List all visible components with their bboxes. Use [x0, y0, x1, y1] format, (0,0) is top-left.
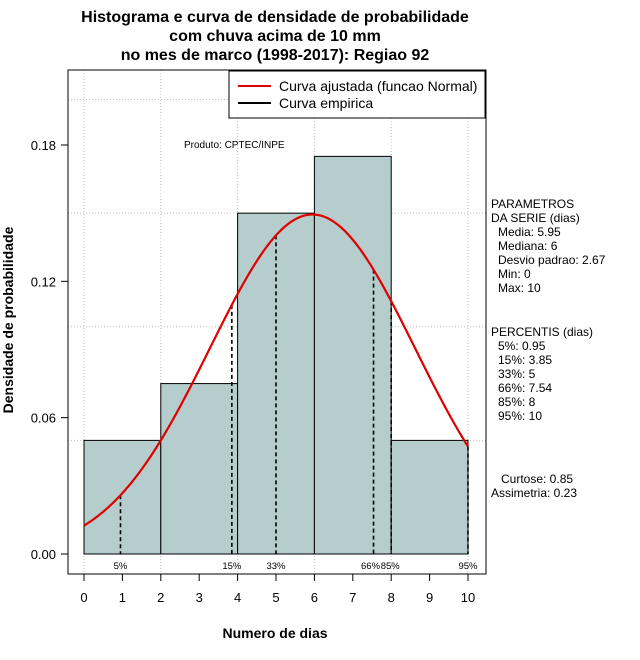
percentil-33: 33%: 5	[498, 367, 536, 381]
param-media: Media: 5.95	[498, 225, 561, 239]
y-axis-title: Densidade de probabilidade	[0, 226, 16, 413]
chart-title-line-2: com chuva acima de 10 mm	[169, 28, 381, 45]
percentil-85: 85%: 8	[498, 395, 536, 409]
percentile-label-5: 95%	[458, 561, 478, 572]
percentil-15: 15%: 3.85	[498, 353, 552, 367]
histogram-bar-1	[160, 383, 239, 555]
params-title-2: DA SERIE (dias)	[491, 211, 580, 225]
y-tick-label-2: 0.12	[31, 274, 56, 289]
chart-title-line-1: Histograma e curva de densidade de proba…	[81, 9, 469, 26]
chart-title-line-3: no mes de marco (1998-2017): Regiao 92	[121, 47, 430, 64]
stat-assimetria: Assimetria: 0.23	[491, 486, 577, 500]
percentile-layer: 5% 15% 33% 66% 85% 95%	[114, 235, 478, 572]
x-tick-label-5: 5	[272, 590, 279, 605]
stat-curtose: Curtose: 0.85	[501, 472, 573, 486]
params-title-1: PARAMETROS	[491, 197, 574, 211]
x-axis-title: Numero de dias	[222, 625, 327, 641]
fitted-normal-curve	[83, 213, 469, 527]
param-desvio: Desvio padrao: 2.67	[498, 253, 606, 267]
product-annotation: Produto: CPTEC/INPE	[184, 140, 285, 151]
y-tick-label-1: 0.06	[31, 411, 56, 426]
legend-box	[228, 70, 486, 119]
x-tick-label-1: 1	[119, 590, 126, 605]
percentile-label-0: 5%	[114, 561, 128, 572]
x-tick-label-7: 7	[349, 590, 356, 605]
legend: Curva ajustada (funcao Normal) Curva emp…	[228, 70, 486, 119]
param-max: Max: 10	[498, 281, 541, 295]
x-tick-label-3: 3	[196, 590, 203, 605]
percentile-label-1: 15%	[222, 561, 242, 572]
x-tick-label-2: 2	[157, 590, 164, 605]
x-tick-label-10: 10	[461, 590, 475, 605]
histogram-bar-4	[390, 439, 469, 555]
x-tick-label-9: 9	[426, 590, 433, 605]
percentis-title: PERCENTIS (dias)	[491, 325, 593, 339]
percentil-95: 95%: 10	[498, 409, 542, 423]
histogram-bar-3	[313, 155, 392, 555]
x-axis: 0 1 2 3 4 5 6 7 8 9 10	[80, 573, 475, 605]
percentile-label-2: 33%	[266, 561, 286, 572]
y-tick-label-0: 0.00	[31, 547, 56, 562]
y-axis: 0.00 0.06 0.12 0.18	[31, 138, 69, 562]
x-tick-label-8: 8	[388, 590, 395, 605]
x-tick-label-0: 0	[80, 590, 87, 605]
legend-fitted-label: Curva ajustada (funcao Normal)	[279, 78, 477, 94]
side-panel: PARAMETROS DA SERIE (dias) Media: 5.95 M…	[491, 197, 606, 500]
y-tick-label-3: 0.18	[31, 138, 56, 153]
param-min: Min: 0	[498, 267, 531, 281]
x-tick-label-4: 4	[234, 590, 241, 605]
percentile-label-3: 66%	[361, 561, 381, 572]
x-tick-label-6: 6	[311, 590, 318, 605]
legend-empirical-label: Curva empirica	[279, 95, 373, 111]
percentil-66: 66%: 7.54	[498, 381, 552, 395]
percentil-5: 5%: 0.95	[498, 339, 546, 353]
param-mediana: Mediana: 6	[498, 239, 558, 253]
curve-layer	[83, 213, 469, 527]
percentile-label-4: 85%	[381, 561, 401, 572]
